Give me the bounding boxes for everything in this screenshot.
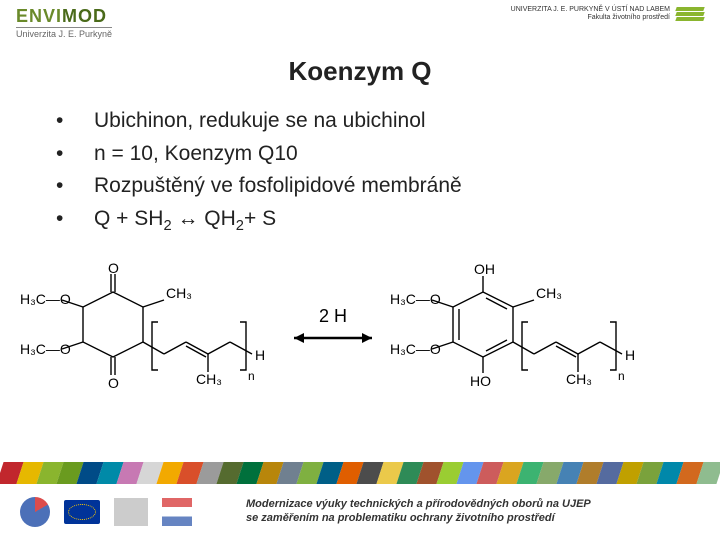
logo-right: UNIVERZITA J. E. PURKYNĚ V ÚSTÍ NAD LABE… [511,6,704,21]
list-item: •Q + SH2 ↔ QH2+ S [56,203,680,238]
esf-logo-icon [20,497,50,527]
brand-subline: Univerzita J. E. Purkyně [16,27,112,39]
footer-stripes [0,462,720,484]
arrow-label: 2 H [319,306,347,327]
label-o-top: O [108,260,119,276]
bullet-text: n = 10, Koenzym Q10 [94,138,298,171]
list-item: •Rozpuštěný ve fosfolipidové membráně [56,170,680,203]
label-methoxy1: H₃C—O [20,291,71,307]
chemistry-row: O O H₃C—O H₃C—O CH₃ CH₃ n H 2 H [0,262,720,392]
bullet-text: Ubichinon, redukuje se na ubichinol [94,105,426,138]
bullet-text: Rozpuštěný ve fosfolipidové membráně [94,170,462,203]
label-chain-ch3: CH₃ [196,371,222,387]
brand-part1: ENVI [16,6,62,26]
content: •Ubichinon, redukuje se na ubichinol •n … [0,87,720,238]
label-h: H [255,347,265,363]
label-oh-bottom: HO [470,373,491,389]
label-oh-top: OH [474,261,495,277]
brand-part2: MOD [62,6,107,26]
op-logo-icon [162,498,192,526]
eu-flag-icon [64,500,100,524]
double-arrow-icon [288,329,378,347]
logo-left: ENVIMOD Univerzita J. E. Purkyně [16,6,112,39]
bullet-list: •Ubichinon, redukuje se na ubichinol •n … [56,105,680,238]
list-item: •Ubichinon, redukuje se na ubichinol [56,105,680,138]
label-n: n [248,369,255,383]
footer: Modernizace výuky technických a přírodov… [0,484,720,540]
molecule-right: OH HO H₃C—O H₃C—O CH₃ CH₃ n H [388,262,658,392]
uni-stripes-icon [676,7,704,21]
label-h: H [625,347,635,363]
page-title: Koenzym Q [0,56,720,87]
bullet-text: Q + SH2 ↔ QH2+ S [94,203,276,238]
label-methoxy2: H₃C—O [20,341,71,357]
label-n: n [618,369,625,383]
uni-line1: UNIVERZITA J. E. PURKYNĚ V ÚSTÍ NAD LABE… [511,6,670,14]
footer-line2: se zaměřením na problematiku ochrany živ… [246,512,591,526]
arrow-block: 2 H [288,306,378,347]
label-o-bottom: O [108,375,119,391]
uni-text: UNIVERZITA J. E. PURKYNĚ V ÚSTÍ NAD LABE… [511,6,670,21]
label-methyl: CH₃ [166,285,192,301]
list-item: •n = 10, Koenzym Q10 [56,138,680,171]
uni-line2: Fakulta životního prostředí [511,14,670,22]
molecule-left: O O H₃C—O H₃C—O CH₃ CH₃ n H [18,262,278,392]
footer-line1: Modernizace výuky technických a přírodov… [246,498,591,512]
label-methoxy2: H₃C—O [390,341,441,357]
footer-text: Modernizace výuky technických a přírodov… [246,498,591,526]
brand: ENVIMOD [16,6,112,27]
ministry-logo-icon [114,498,148,526]
label-methyl: CH₃ [536,285,562,301]
header: ENVIMOD Univerzita J. E. Purkyně UNIVERZ… [0,0,720,52]
label-methoxy1: H₃C—O [390,291,441,307]
label-chain-ch3: CH₃ [566,371,592,387]
